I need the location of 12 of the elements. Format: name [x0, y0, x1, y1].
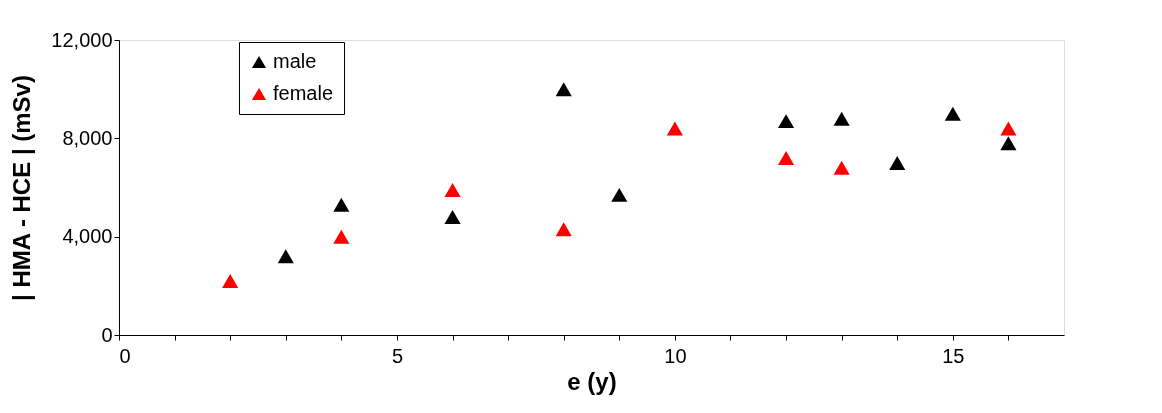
x-tick-label: 5	[391, 344, 403, 367]
y-tick-label: 0	[101, 323, 113, 346]
x-tick-label: 15	[942, 344, 965, 367]
y-axis-title: | HMA - HCE | (mSv)	[8, 75, 36, 301]
x-tick-label: 0	[119, 344, 131, 367]
x-tick-label: 10	[664, 344, 687, 367]
legend-label: female	[273, 82, 334, 104]
legend-label: male	[273, 50, 317, 72]
y-tick-label: 12,000	[51, 28, 113, 51]
y-tick-label: 4,000	[62, 225, 113, 248]
x-axis-title: e (y)	[567, 367, 617, 395]
y-tick-label: 8,000	[62, 126, 113, 149]
